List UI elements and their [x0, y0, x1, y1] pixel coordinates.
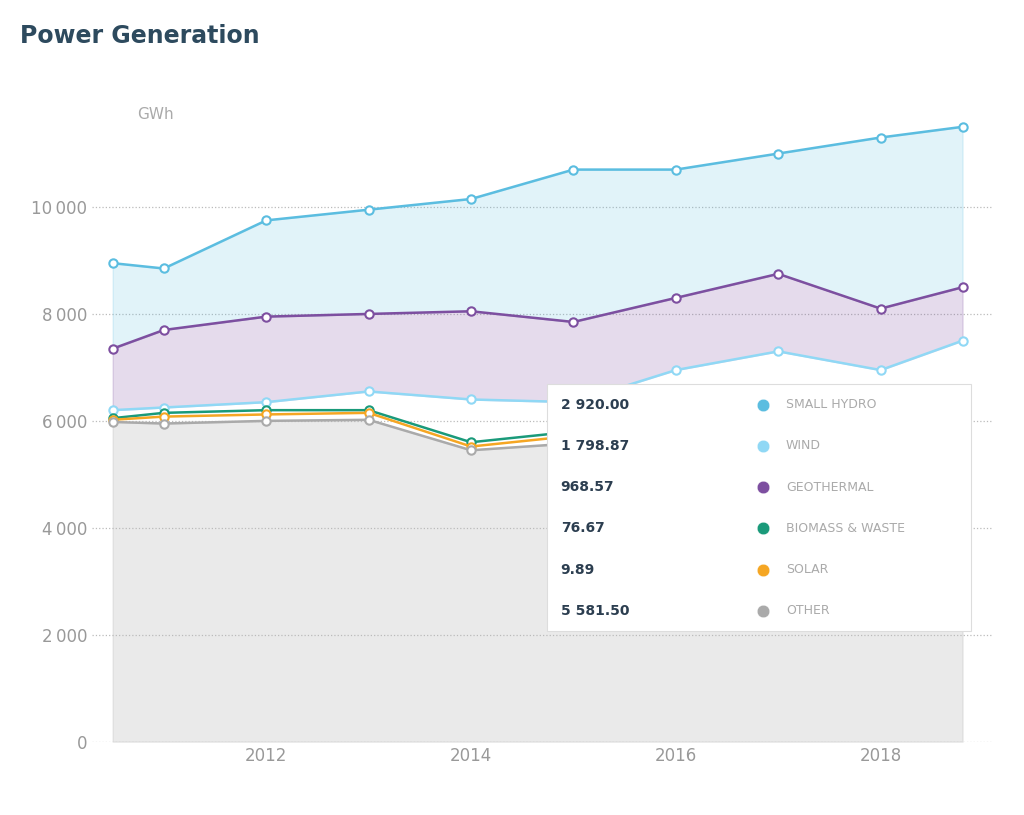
- Text: WIND: WIND: [786, 439, 821, 452]
- Text: SMALL HYDRO: SMALL HYDRO: [786, 399, 877, 412]
- Text: 2 920.00: 2 920.00: [561, 398, 629, 412]
- Text: GEOTHERMAL: GEOTHERMAL: [786, 481, 873, 494]
- Text: BIOMASS & WASTE: BIOMASS & WASTE: [786, 522, 905, 535]
- Text: GWh: GWh: [137, 107, 174, 121]
- Text: 1 798.87: 1 798.87: [561, 439, 629, 453]
- Text: 968.57: 968.57: [561, 480, 614, 494]
- Text: 5 581.50: 5 581.50: [561, 604, 629, 618]
- FancyBboxPatch shape: [547, 384, 971, 632]
- Text: SOLAR: SOLAR: [786, 563, 828, 576]
- Text: 76.67: 76.67: [561, 522, 604, 535]
- Text: 9.89: 9.89: [561, 562, 595, 576]
- Text: Power Generation: Power Generation: [20, 24, 260, 48]
- Text: OTHER: OTHER: [786, 604, 829, 617]
